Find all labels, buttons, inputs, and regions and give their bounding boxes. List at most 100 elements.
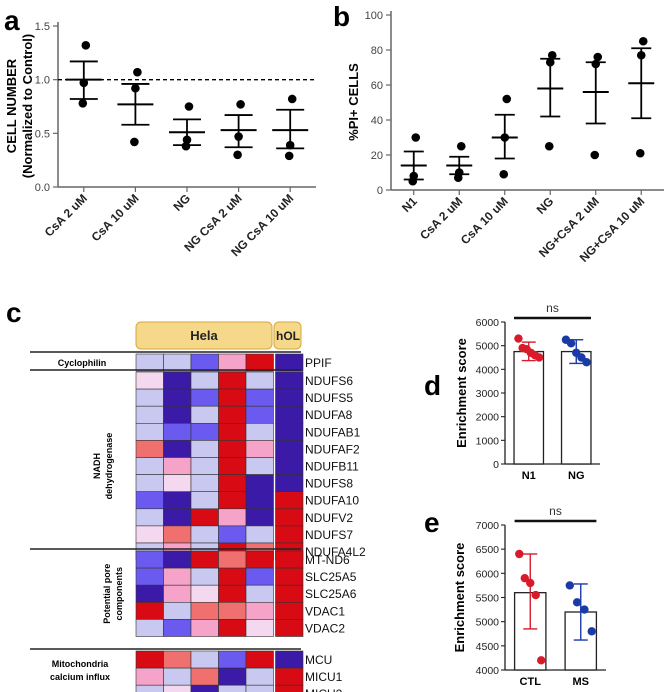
heatmap-cell (190, 584, 219, 603)
gene-label: NDUFAB1 (305, 425, 361, 439)
heatmap-cell (245, 491, 274, 510)
gene-label: NDUFB11 (305, 460, 359, 474)
heatmap-cell (135, 584, 164, 603)
heatmap-cell (163, 405, 192, 424)
y-axis-title: Enrichment score (454, 338, 469, 448)
section-label: Cyclophilin (58, 358, 107, 368)
heatmap-cell (245, 388, 274, 407)
y-tick-label: 5000 (476, 617, 500, 629)
data-point (531, 590, 540, 600)
data-point (593, 52, 603, 62)
data-point (580, 605, 589, 614)
heatmap-cell (190, 440, 219, 458)
header-box-hol (273, 321, 302, 350)
data-point (287, 94, 297, 104)
y-axis-title-line1: CELL NUMBER (4, 58, 19, 153)
data-point (636, 50, 646, 60)
heatmap-cell (245, 353, 274, 372)
heatmap-cell (218, 525, 247, 544)
heatmap-cell (163, 567, 192, 586)
heatmap-cell (135, 567, 164, 586)
heatmap-cell (275, 567, 304, 586)
data-point (408, 176, 418, 186)
chart-c-heatmap: Hela hOL Cyclophilin PPIF NADH dehydrogenase N… (30, 321, 366, 692)
y-tick-label: 6500 (476, 544, 500, 556)
gene-label: NDUFA8 (305, 408, 353, 422)
x-tick-label: CsA 10 uM (89, 191, 142, 244)
panel-label-d: d (424, 370, 441, 401)
y-axis-title-line2: (Normalized to Control) (20, 34, 35, 178)
x-tick-label: N1 (399, 194, 420, 215)
heatmap-cell (218, 684, 247, 692)
heatmap-cell (135, 667, 164, 686)
heatmap-cell (135, 525, 164, 544)
gene-label: NDUFAF2 (305, 442, 360, 456)
data-point (638, 36, 648, 46)
y-tick-label: 1.5 (35, 21, 50, 33)
gene-label: VDAC2 (305, 621, 345, 635)
data-point (236, 100, 245, 109)
y-tick-label: 0 (377, 185, 383, 197)
heatmap-cell (245, 619, 274, 637)
data-point (78, 98, 88, 108)
data-point (133, 67, 142, 77)
data-point (520, 573, 529, 583)
heatmap-cell (218, 650, 247, 669)
heatmap-cell (163, 667, 192, 686)
heatmap-cell (135, 491, 164, 510)
y-tick-label: 0 (493, 459, 499, 471)
panel-label-a: a (4, 5, 20, 36)
data-point (515, 549, 524, 559)
significance-label: ns (546, 301, 559, 315)
heatmap-cell (163, 584, 192, 603)
data-point (572, 598, 582, 607)
heatmap-cell (218, 440, 247, 458)
gene-label: NDUFA4L2 (305, 545, 366, 559)
data-point (285, 140, 295, 150)
heatmap-cell (245, 667, 274, 686)
gene-label: SLC25A6 (305, 587, 357, 601)
x-tick-label: MS (573, 676, 590, 688)
y-tick-label: 80 (371, 45, 383, 57)
data-point (587, 627, 596, 636)
heatmap-cell (135, 650, 164, 669)
header-label-hela: Hela (190, 328, 218, 343)
heatmap-cell (275, 457, 304, 475)
heatmap-cell (218, 388, 247, 407)
heatmap-cell (163, 601, 192, 620)
heatmap-cell (218, 422, 247, 441)
panel-label-c: c (6, 297, 22, 328)
y-tick-label: 4000 (476, 364, 500, 376)
heatmap-cell (135, 457, 164, 475)
heatmap-cell (163, 550, 192, 569)
heatmap-cell (135, 388, 164, 407)
y-tick-label: 4000 (476, 665, 500, 677)
heatmap-cell (218, 619, 247, 637)
data-point (526, 578, 535, 588)
heatmap-cell (245, 525, 274, 544)
heatmap-cell (163, 457, 192, 475)
heatmap-cell (275, 491, 304, 510)
heatmap-cell (135, 474, 164, 493)
x-tick-label: CsA 2 uM (42, 191, 90, 239)
heatmap-cell (135, 422, 164, 441)
heatmap-cell (275, 440, 304, 458)
data-point (79, 78, 89, 88)
data-point (130, 137, 139, 147)
y-tick-label: 1.0 (35, 75, 50, 87)
heatmap-cell (190, 491, 219, 510)
section-label: calcium influx (50, 672, 110, 682)
heatmap-cell (245, 567, 274, 586)
data-point (234, 132, 243, 141)
y-tick-label: 5000 (476, 341, 500, 353)
gene-label: NDUFS6 (305, 374, 353, 388)
heatmap-cell (135, 353, 164, 372)
x-tick-label: N1 (522, 470, 536, 482)
heatmap-cell (275, 388, 304, 407)
y-tick-label: 40 (371, 115, 383, 127)
gene-label: PPIF (305, 356, 332, 370)
heatmap-cell (163, 388, 192, 407)
